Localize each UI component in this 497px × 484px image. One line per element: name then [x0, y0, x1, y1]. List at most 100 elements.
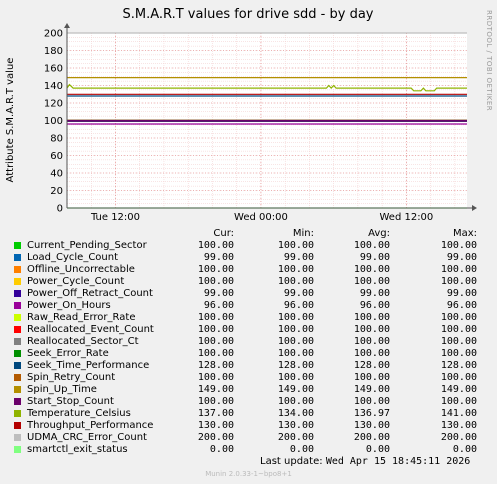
legend-cur-value: 130.00 [197, 420, 234, 431]
munin-version: Munin 2.0.33-1~bpo8+1 [205, 470, 292, 478]
legend-row: Spin_Up_Time 149.00 149.00 149.00 149.00 [0, 384, 497, 396]
legend-swatch [14, 326, 21, 333]
col-avg-header: Avg: [368, 228, 390, 239]
legend-avg-value: 99.00 [359, 288, 390, 299]
col-max-header: Max: [452, 228, 477, 239]
legend-cur-value: 128.00 [197, 360, 234, 371]
y-axis-arrow [64, 23, 70, 28]
legend-series-name: Spin_Retry_Count [27, 372, 116, 383]
legend-avg-value: 200.00 [353, 432, 390, 443]
x-tick-label: Tue 12:00 [90, 212, 140, 223]
legend-avg-value: 99.00 [359, 252, 390, 263]
legend-row: Current_Pending_Sector 100.00 100.00 100.00… [0, 240, 497, 252]
legend-max-value: 100.00 [440, 396, 477, 407]
rrdtool-credit: RRDTOOL / TOBI OETIKER [485, 10, 493, 111]
y-tick-label: 100 [44, 116, 63, 127]
legend-series-name: Offline_Uncorrectable [27, 264, 135, 275]
legend-avg-value: 149.00 [353, 384, 390, 395]
legend-swatch [14, 338, 21, 345]
legend-series-name: Power_Cycle_Count [27, 276, 125, 287]
legend-series-name: Start_Stop_Count [27, 396, 114, 407]
legend-max-value: 100.00 [440, 324, 477, 335]
y-tick-label: 140 [44, 81, 63, 92]
legend-min-value: 96.00 [283, 300, 314, 311]
legend-swatch [14, 254, 21, 261]
legend-swatch [14, 302, 21, 309]
legend-avg-value: 100.00 [353, 312, 390, 323]
legend-row: Seek_Time_Performance 128.00 128.00 128.00 1… [0, 360, 497, 372]
y-tick-label: 80 [50, 134, 63, 145]
legend-min-value: 99.00 [283, 252, 314, 263]
legend-cur-value: 100.00 [197, 396, 234, 407]
legend-avg-value: 96.00 [359, 300, 390, 311]
legend-min-value: 100.00 [277, 372, 314, 383]
legend-swatch [14, 242, 21, 249]
legend-max-value: 100.00 [440, 264, 477, 275]
legend-min-value: 100.00 [277, 312, 314, 323]
legend-cur-value: 99.00 [203, 252, 234, 263]
legend-series-name: Seek_Error_Rate [27, 348, 109, 359]
col-cur-header: Cur: [213, 228, 234, 239]
legend-series-name: Reallocated_Event_Count [27, 324, 154, 335]
legend-max-value: 128.00 [440, 360, 477, 371]
legend-row: Seek_Error_Rate 100.00 100.00 100.00 100.00 [0, 348, 497, 360]
legend-swatch [14, 314, 21, 321]
legend-min-value: 100.00 [277, 324, 314, 335]
legend-min-value: 100.00 [277, 336, 314, 347]
last-update: Last update: Wed Apr 15 18:45:11 2026 [260, 456, 470, 467]
legend-row: Raw_Read_Error_Rate 100.00 100.00 100.00 100… [0, 312, 497, 324]
axes [64, 23, 477, 211]
legend-swatch [14, 290, 21, 297]
legend-min-value: 200.00 [277, 432, 314, 443]
legend-max-value: 200.00 [440, 432, 477, 443]
legend-cur-value: 100.00 [197, 240, 234, 251]
legend-row: Offline_Uncorrectable 100.00 100.00 100.00 1… [0, 264, 497, 276]
legend-series-name: Power_Off_Retract_Count [27, 288, 153, 299]
legend-max-value: 96.00 [446, 300, 477, 311]
legend-max-value: 100.00 [440, 240, 477, 251]
legend-avg-value: 130.00 [353, 420, 390, 431]
y-tick-label: 60 [50, 151, 63, 162]
legend-row: Reallocated_Sector_Ct 100.00 100.00 100.00 1… [0, 336, 497, 348]
legend-swatch [14, 362, 21, 369]
legend-min-value: 99.00 [283, 288, 314, 299]
legend-swatch [14, 446, 21, 453]
legend-row: smartctl_exit_status 0.00 0.00 0.00 0.00 [0, 444, 497, 456]
legend-series-name: UDMA_CRC_Error_Count [27, 432, 147, 443]
legend-swatch [14, 434, 21, 441]
x-axis-arrow [472, 205, 477, 211]
y-tick-label: 0 [57, 204, 63, 215]
legend-avg-value: 136.97 [353, 408, 390, 419]
legend-cur-value: 96.00 [203, 300, 234, 311]
y-tick-label: 120 [44, 99, 63, 110]
legend-swatch [14, 278, 21, 285]
legend-max-value: 100.00 [440, 336, 477, 347]
legend-avg-value: 100.00 [353, 348, 390, 359]
x-tick-label: Wed 12:00 [379, 212, 433, 223]
legend-min-value: 130.00 [277, 420, 314, 431]
legend-min-value: 100.00 [277, 348, 314, 359]
legend-avg-value: 0.00 [365, 444, 390, 455]
legend-series-name: Power_On_Hours [27, 300, 111, 311]
legend-row: Power_Off_Retract_Count 99.00 99.00 99.00 99… [0, 288, 497, 300]
legend-cur-value: 100.00 [197, 264, 234, 275]
legend-header: Cur: Min: Avg: Max: [0, 228, 497, 240]
legend-swatch [14, 422, 21, 429]
legend-series-name: Reallocated_Sector_Ct [27, 336, 139, 347]
legend-avg-value: 100.00 [353, 264, 390, 275]
legend-min-value: 100.00 [277, 264, 314, 275]
y-tick-label: 20 [50, 186, 63, 197]
last-update-value: Wed Apr 15 18:45:11 2026 [325, 456, 471, 467]
legend-row: Load_Cycle_Count 99.00 99.00 99.00 99.00 [0, 252, 497, 264]
legend-max-value: 99.00 [446, 288, 477, 299]
legend-row: Power_On_Hours 96.00 96.00 96.00 96.00 [0, 300, 497, 312]
legend-series-name: Current_Pending_Sector [27, 240, 147, 251]
legend-series-name: Seek_Time_Performance [27, 360, 150, 371]
legend-cur-value: 0.00 [209, 444, 234, 455]
legend-min-value: 100.00 [277, 276, 314, 287]
legend-max-value: 0.00 [452, 444, 477, 455]
y-axis-label: Attribute S.M.A.R.T value [5, 58, 16, 183]
legend-row: Spin_Retry_Count 100.00 100.00 100.00 100.00 [0, 372, 497, 384]
legend-cur-value: 137.00 [197, 408, 234, 419]
legend-max-value: 100.00 [440, 276, 477, 287]
